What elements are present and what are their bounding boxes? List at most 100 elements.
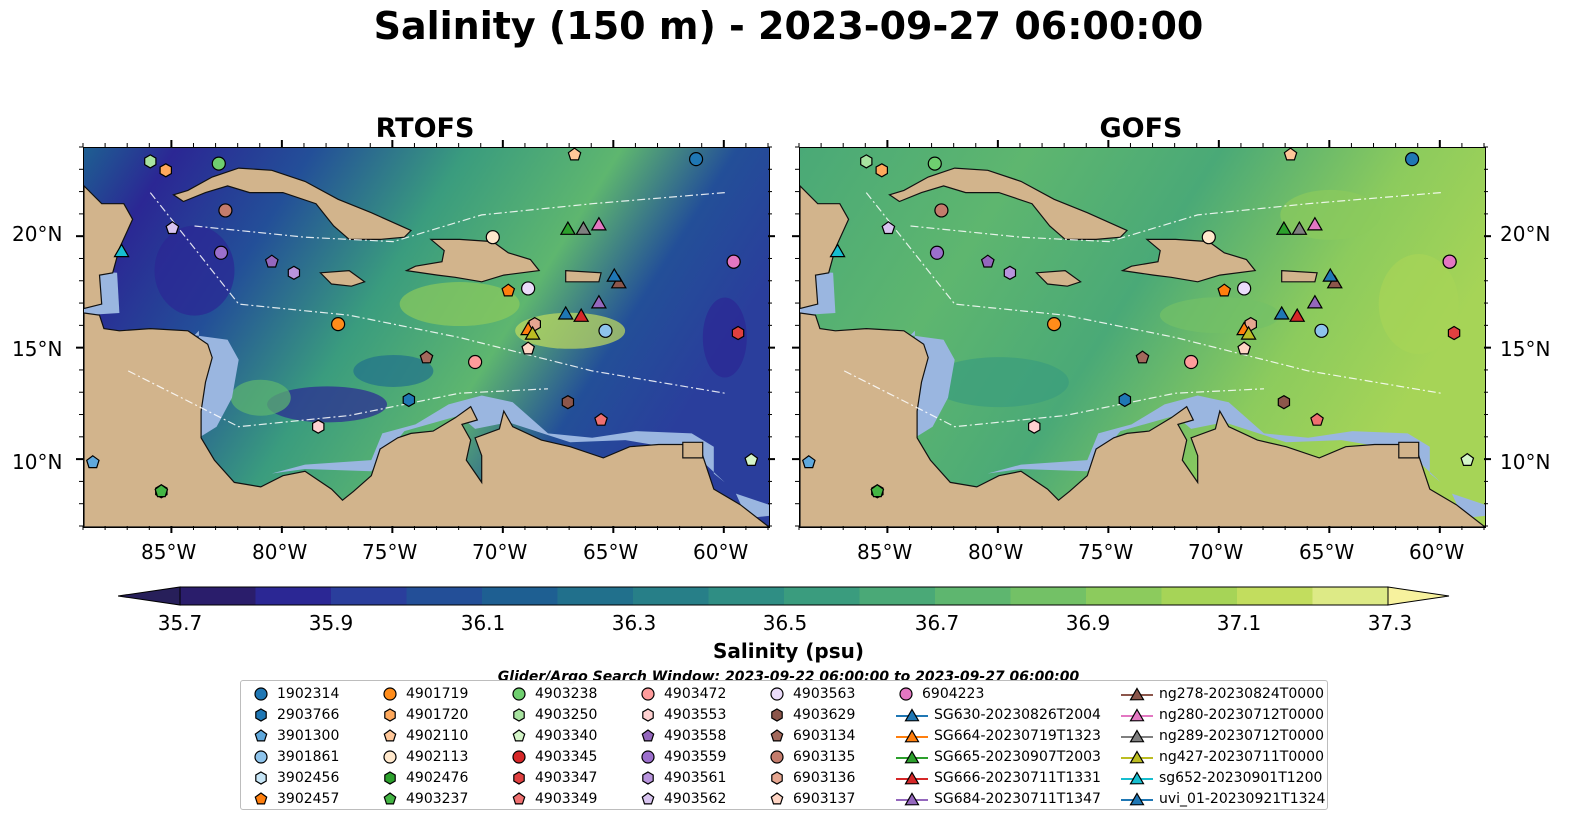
colorbar-tick: 36.7 <box>914 611 960 635</box>
legend-label: 1902314 <box>277 685 340 702</box>
observation-marker <box>726 254 741 269</box>
legend-label: uvi_01-20230921T1324 <box>1159 790 1326 807</box>
legend-marker <box>384 707 396 722</box>
legend-label: 4903558 <box>664 727 727 744</box>
observation-marker <box>1275 220 1293 235</box>
legend-marker <box>1129 707 1145 721</box>
land-mass <box>1398 441 1420 459</box>
legend-label: 4902113 <box>406 748 469 765</box>
legend-marker <box>641 728 655 741</box>
colorbar-over <box>1387 586 1450 606</box>
legend-marker-icon <box>641 686 655 701</box>
land-mass <box>1035 269 1082 287</box>
observation-marker <box>1460 452 1475 466</box>
legend-item: ng278-20230824T0000 <box>1119 683 1324 704</box>
legend-marker-icon <box>1121 686 1153 700</box>
legend-marker <box>641 686 655 701</box>
observation-marker <box>402 392 416 408</box>
legend-marker-icon <box>384 707 396 722</box>
observation-marker <box>1283 148 1298 161</box>
colorbar-tick: 37.3 <box>1367 611 1413 635</box>
legend-marker <box>1129 749 1145 763</box>
lon-label: 70°W <box>1188 540 1244 564</box>
observation-marker <box>590 294 607 309</box>
legend-label: 4903563 <box>793 685 856 702</box>
legend-marker <box>771 770 783 785</box>
legend-item: sg652-20230901T1200 <box>1119 767 1322 788</box>
observation-marker <box>1404 152 1420 167</box>
legend-item: SG664-20230719T1323 <box>894 725 1101 746</box>
colorbar <box>118 586 1450 606</box>
colorbar-tick: 35.9 <box>308 611 354 635</box>
observation-marker <box>1291 220 1308 235</box>
contour-line <box>149 192 725 394</box>
legend-label: SG665-20230907T2003 <box>934 748 1101 765</box>
legend-label: SG684-20230711T1347 <box>934 790 1101 807</box>
observation-marker <box>1240 325 1257 340</box>
legend-marker <box>255 707 267 722</box>
colorbar-segment <box>1312 587 1389 605</box>
legend-item: 6903135 <box>765 746 855 767</box>
legend-marker-icon <box>896 728 928 742</box>
legend-marker-icon <box>383 791 397 804</box>
observation-marker <box>1135 350 1150 364</box>
legend-marker <box>1129 728 1145 742</box>
colorbar-segment <box>1237 587 1313 605</box>
colorbar-segment <box>406 587 483 605</box>
observation-marker <box>159 163 173 178</box>
map-canvas-rtofs <box>84 148 769 527</box>
legend-marker-icon <box>383 749 397 764</box>
legend-item: 6904223 <box>894 683 984 704</box>
colorbar-segment <box>1086 587 1162 605</box>
legend-marker <box>770 749 784 764</box>
legend-marker <box>384 770 396 785</box>
observation-marker <box>1047 317 1062 332</box>
legend-marker <box>904 728 920 742</box>
legend-marker <box>770 728 784 741</box>
observation-marker <box>218 203 233 218</box>
legend-label: 6903134 <box>793 727 856 744</box>
map-panel-rtofs[interactable] <box>83 147 770 528</box>
lat-label: 10°N <box>1500 450 1551 474</box>
legend-item: 6903136 <box>765 767 855 788</box>
legend-item: 4903250 <box>507 704 597 725</box>
legend-item: 4903561 <box>636 767 726 788</box>
observation-marker <box>801 455 816 469</box>
observation-marker <box>594 412 608 426</box>
legend-marker-icon <box>770 686 784 701</box>
legend-marker-icon <box>771 707 783 722</box>
legend-label: 4903347 <box>535 769 598 786</box>
land-mass <box>1281 269 1318 283</box>
legend-item: 4903472 <box>636 683 726 704</box>
observation-marker <box>573 307 590 322</box>
legend-marker <box>383 686 397 701</box>
legend-marker-icon <box>1121 728 1153 742</box>
legend-marker-icon <box>642 770 654 785</box>
lon-label: 70°W <box>472 540 528 564</box>
legend-marker-icon <box>512 686 526 701</box>
legend-label: SG664-20230719T1323 <box>934 727 1101 744</box>
legend-marker-icon <box>770 791 784 804</box>
legend-label: 4903349 <box>535 790 598 807</box>
legend-item: 3901861 <box>249 746 339 767</box>
legend-marker-icon <box>384 770 396 785</box>
observation-marker <box>598 323 613 338</box>
legend-label: SG630-20230826T2004 <box>934 706 1101 723</box>
legend-marker-icon <box>1121 770 1153 784</box>
legend-item: 4903553 <box>636 704 726 725</box>
legend-label: 4903238 <box>535 685 598 702</box>
legend-label: 3902457 <box>277 790 340 807</box>
legend-label: 4903562 <box>664 790 727 807</box>
observation-marker <box>1310 412 1324 426</box>
salinity-feature <box>928 357 1069 408</box>
observation-marker <box>1306 294 1323 309</box>
legend-item: 6903134 <box>765 725 855 746</box>
colorbar-segment <box>255 587 332 605</box>
legend-box: 1902314 2903766 3901300 3901861 3902456 39024… <box>240 680 1328 810</box>
map-panel-gofs[interactable] <box>799 147 1486 528</box>
legend-item: 4903347 <box>507 767 597 788</box>
observation-marker <box>860 154 873 169</box>
legend-label: 6903136 <box>793 769 856 786</box>
legend-label: ng289-20230712T0000 <box>1159 727 1324 744</box>
observation-marker <box>1289 307 1306 322</box>
